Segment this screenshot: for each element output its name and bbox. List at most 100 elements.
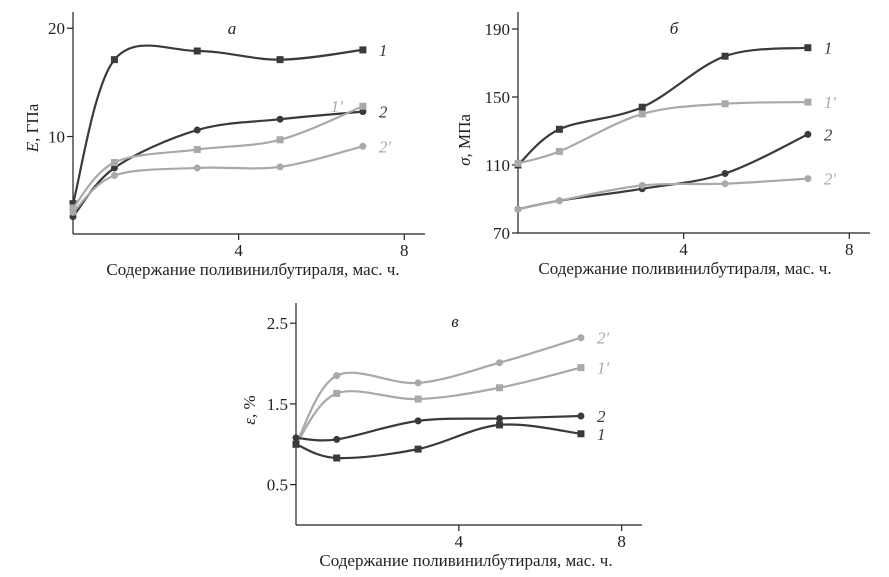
data-point xyxy=(721,100,729,108)
panel-letter: a xyxy=(228,19,237,38)
y-tick-label: 1.5 xyxy=(267,395,288,414)
series-label: 1 xyxy=(824,39,833,58)
chart-panel-2: 4 8 70 110 150 190 Содержание поливинилбутирал… xyxy=(455,12,870,278)
y-tick-label: 110 xyxy=(485,156,510,175)
data-point xyxy=(110,159,118,167)
series-2: 1′ xyxy=(292,359,610,448)
data-point xyxy=(193,47,201,55)
data-point xyxy=(514,159,522,167)
data-point xyxy=(333,389,341,397)
data-point xyxy=(577,430,585,438)
series-label: 1 xyxy=(597,425,606,444)
data-point xyxy=(638,110,646,118)
data-point xyxy=(555,147,563,155)
data-point xyxy=(193,146,201,154)
series-1: 1 xyxy=(69,41,388,208)
chart-panel-1: 4 8 10 20 Содержание поливинилбутираля, мас.… xyxy=(23,12,425,279)
data-point xyxy=(721,170,729,177)
x-tick-label: 8 xyxy=(400,241,409,260)
data-point xyxy=(359,102,367,110)
data-point xyxy=(69,208,77,216)
data-point xyxy=(193,126,201,134)
y-tick-label: 70 xyxy=(493,224,510,243)
data-point xyxy=(110,164,118,172)
data-point xyxy=(276,163,284,171)
panel-letter: б xyxy=(670,19,679,38)
data-point xyxy=(333,435,341,443)
data-point xyxy=(496,384,504,392)
data-point xyxy=(496,359,504,367)
y-tick-label: 10 xyxy=(48,128,65,147)
series-4: 2′ xyxy=(514,170,837,213)
y-axis-title: E, ГПа xyxy=(23,103,42,153)
series-label: 2′ xyxy=(824,170,837,189)
series-4: 2′ xyxy=(69,137,392,216)
chart-panel-3: 4 8 0.5 1.5 2.5 Содержание поливинилбутираля,… xyxy=(240,303,642,570)
series-label: 2′ xyxy=(597,329,610,348)
data-point xyxy=(276,136,284,144)
data-point xyxy=(359,46,367,54)
data-point xyxy=(333,454,341,462)
data-point xyxy=(638,103,646,111)
series-label: 1 xyxy=(379,41,388,60)
x-tick-label: 4 xyxy=(234,241,243,260)
x-tick-label: 4 xyxy=(455,532,464,551)
data-point xyxy=(496,414,504,422)
data-point xyxy=(69,200,77,208)
data-point xyxy=(414,395,422,403)
data-point xyxy=(804,175,812,183)
series-line xyxy=(72,145,364,214)
y-tick-label: 2.5 xyxy=(267,314,288,333)
series-3: 2 xyxy=(292,407,606,443)
series-line xyxy=(517,46,808,166)
data-point xyxy=(577,364,585,372)
y-axis-title: ε, % xyxy=(240,395,259,424)
data-point xyxy=(804,44,812,52)
data-point xyxy=(333,372,341,380)
data-point xyxy=(414,445,422,453)
data-point xyxy=(110,56,118,64)
data-point xyxy=(577,334,585,342)
data-point xyxy=(359,108,367,116)
series-label: 1′ xyxy=(331,97,344,116)
series-label: 2′ xyxy=(379,137,392,156)
data-point xyxy=(359,142,367,150)
series-3: 1′ xyxy=(69,97,367,212)
y-tick-label: 0.5 xyxy=(267,476,288,495)
data-point xyxy=(804,130,812,138)
x-tick-label: 4 xyxy=(679,240,688,259)
x-tick-label: 8 xyxy=(617,532,626,551)
y-tick-label: 20 xyxy=(48,19,65,38)
y-axis-title: σ, МПа xyxy=(455,114,474,166)
data-point xyxy=(577,412,585,420)
data-point xyxy=(414,379,422,387)
series-line xyxy=(517,177,808,211)
y-tick-label: 190 xyxy=(485,20,511,39)
panel-letter: в xyxy=(451,312,459,331)
series-label: 2 xyxy=(379,103,388,122)
x-tick-label: 8 xyxy=(845,240,854,259)
data-point xyxy=(276,56,284,64)
series-2: 1′ xyxy=(514,93,837,167)
series-label: 2 xyxy=(824,125,833,144)
data-point xyxy=(292,440,300,448)
data-point xyxy=(514,205,522,213)
x-axis-title: Содержание поливинилбутираля, мас. ч. xyxy=(538,259,831,278)
x-axis-title: Содержание поливинилбутираля, мас. ч. xyxy=(106,260,399,279)
data-point xyxy=(638,181,646,189)
data-point xyxy=(555,125,563,133)
data-point xyxy=(69,204,77,212)
series-2: 2 xyxy=(69,103,388,221)
data-point xyxy=(496,421,504,429)
series-label: 1′ xyxy=(597,359,610,378)
series-label: 1′ xyxy=(824,93,837,112)
y-tick-label: 150 xyxy=(485,88,511,107)
data-point xyxy=(721,52,729,60)
series-4: 1 xyxy=(292,421,606,462)
series-line xyxy=(71,44,364,204)
data-point xyxy=(193,164,201,172)
data-point xyxy=(804,98,812,106)
data-point xyxy=(721,180,729,188)
x-axis-title: Содержание поливинилбутираля, мас. ч. xyxy=(319,551,612,570)
